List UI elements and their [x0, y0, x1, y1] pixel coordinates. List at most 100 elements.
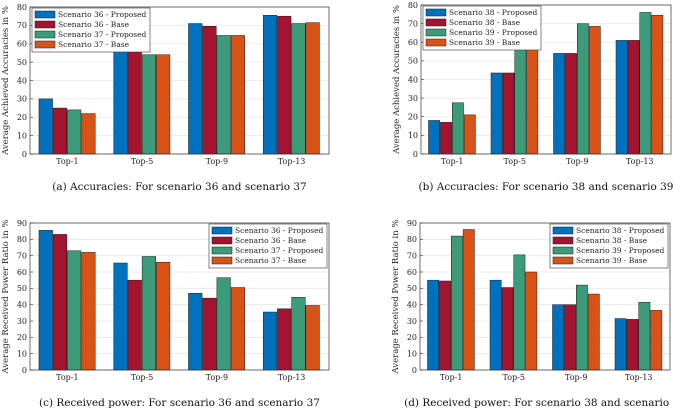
- x-tick-label: Top-1: [441, 157, 463, 166]
- chart-panel-1: 0 10 20 30 40 50 60 70 80 Top-1 Top-5 Top-9 Top-13 Av…: [1, 3, 330, 193]
- axes-box: [420, 4, 672, 155]
- chart-panel-4: 0 10 20 30 40 50 60 70 80 90 Top-1 Top-5 Top-9 Top-13…: [391, 219, 673, 409]
- x-tick-label: Top-9: [566, 157, 588, 166]
- y-tick-label: 50: [17, 284, 27, 293]
- legend-label: Scenario 36 - Base: [235, 236, 307, 245]
- y-tick-label: 70: [17, 251, 27, 260]
- bar: [451, 235, 463, 371]
- x-tick-label: Top-5: [131, 373, 153, 382]
- y-tick-label: 50: [407, 284, 417, 293]
- y-tick-label: 0: [22, 366, 27, 375]
- legend-swatch: [552, 256, 574, 265]
- y-axis-label: Average Received Power Ratio in %: [1, 220, 11, 375]
- bar: [501, 287, 514, 371]
- bar: [639, 12, 652, 155]
- bar: [626, 319, 639, 371]
- x-tick-label: Top-5: [131, 157, 153, 166]
- bar: [502, 72, 515, 155]
- x-tick-label: Top-5: [504, 157, 526, 166]
- chart-panel-2: 0 10 20 30 40 50 60 70 80 Top-1 Top-5 Top-9 Top-13 Av…: [392, 1, 673, 193]
- bar: [576, 284, 588, 371]
- legend-label: Scenario 38 - Base: [576, 236, 648, 245]
- bar: [525, 271, 538, 371]
- bar: [439, 280, 451, 371]
- axes-box: [29, 222, 330, 371]
- legend-swatch: [34, 40, 56, 49]
- y-tick-label: 20: [407, 333, 417, 342]
- axes-box: [29, 6, 330, 155]
- bar: [651, 14, 664, 155]
- bar: [216, 277, 231, 371]
- y-tick-label: 80: [407, 235, 417, 244]
- y-tick-label: 30: [408, 94, 418, 103]
- y-axis-label: Average Achieved Accuracies in %: [392, 5, 402, 155]
- bar: [440, 122, 452, 155]
- chart-panel-3: 0 10 20 30 40 50 60 70 80 90 Top-1 Top-5 Top-9 Top-13…: [1, 219, 330, 409]
- x-tick-label: Top-1: [440, 373, 462, 382]
- bar: [38, 230, 53, 371]
- y-tick-label: 30: [407, 317, 417, 326]
- bar: [141, 256, 156, 371]
- y-tick-label: 60: [407, 268, 417, 277]
- bar: [202, 26, 217, 155]
- y-tick-label: 20: [17, 333, 27, 342]
- y-tick-label: 0: [413, 150, 418, 159]
- bar: [277, 308, 292, 371]
- bar: [127, 44, 142, 155]
- legend-label: Scenario 37 - Proposed: [58, 30, 147, 39]
- panel-caption: (c) Received power: For scenario 36 and …: [39, 397, 320, 409]
- panel-caption: (a) Accuracies: For scenario 36 and scen…: [52, 181, 307, 193]
- legend-swatch: [211, 246, 233, 255]
- y-tick-label: 50: [17, 58, 27, 67]
- legend-swatch: [211, 256, 233, 265]
- bar: [52, 234, 68, 371]
- bar: [291, 297, 306, 371]
- y-tick-label: 20: [408, 113, 418, 122]
- y-tick-label: 30: [17, 317, 27, 326]
- legend-label: Scenario 39 - Base: [576, 256, 648, 265]
- bar: [513, 254, 526, 371]
- legend-label: Scenario 37 - Base: [58, 40, 130, 49]
- bar: [113, 262, 128, 371]
- legend-label: Scenario 38 - Base: [449, 18, 521, 27]
- bar: [463, 114, 476, 155]
- legend-swatch: [425, 28, 447, 37]
- bar: [489, 279, 502, 371]
- y-tick-label: 10: [17, 349, 27, 358]
- y-tick-label: 60: [408, 38, 418, 47]
- y-tick-label: 90: [407, 219, 417, 228]
- y-tick-label: 40: [407, 300, 417, 309]
- bar: [38, 98, 53, 155]
- bar: [428, 120, 441, 155]
- y-tick-label: 0: [412, 366, 417, 375]
- axes-box: [419, 222, 671, 371]
- bar: [127, 279, 142, 371]
- bar: [552, 304, 565, 371]
- bar: [427, 279, 440, 371]
- legend-label: Scenario 36 - Proposed: [235, 226, 324, 235]
- y-tick-label: 80: [17, 235, 27, 244]
- x-tick-label: Top-13: [625, 373, 653, 382]
- bar: [305, 22, 320, 155]
- bar: [113, 39, 128, 155]
- x-tick-label: Top-5: [503, 373, 525, 382]
- legend-swatch: [425, 38, 447, 47]
- x-tick-label: Top-13: [626, 157, 654, 166]
- legend-swatch: [552, 226, 574, 235]
- panel-caption: (d) Received power: For scenario 38 and …: [404, 397, 673, 409]
- legend-swatch: [211, 236, 233, 245]
- bar: [188, 292, 203, 371]
- bar: [230, 287, 245, 371]
- bar: [156, 54, 171, 155]
- bar: [462, 229, 475, 371]
- bar: [627, 40, 640, 155]
- x-tick-label: Top-9: [565, 373, 587, 382]
- legend-label: Scenario 37 - Proposed: [235, 246, 324, 255]
- legend-label: Scenario 39 - Proposed: [449, 28, 538, 37]
- legend-swatch: [34, 30, 56, 39]
- legend-label: Scenario 38 - Proposed: [576, 226, 665, 235]
- bar: [305, 305, 320, 371]
- y-tick-label: 90: [17, 219, 27, 228]
